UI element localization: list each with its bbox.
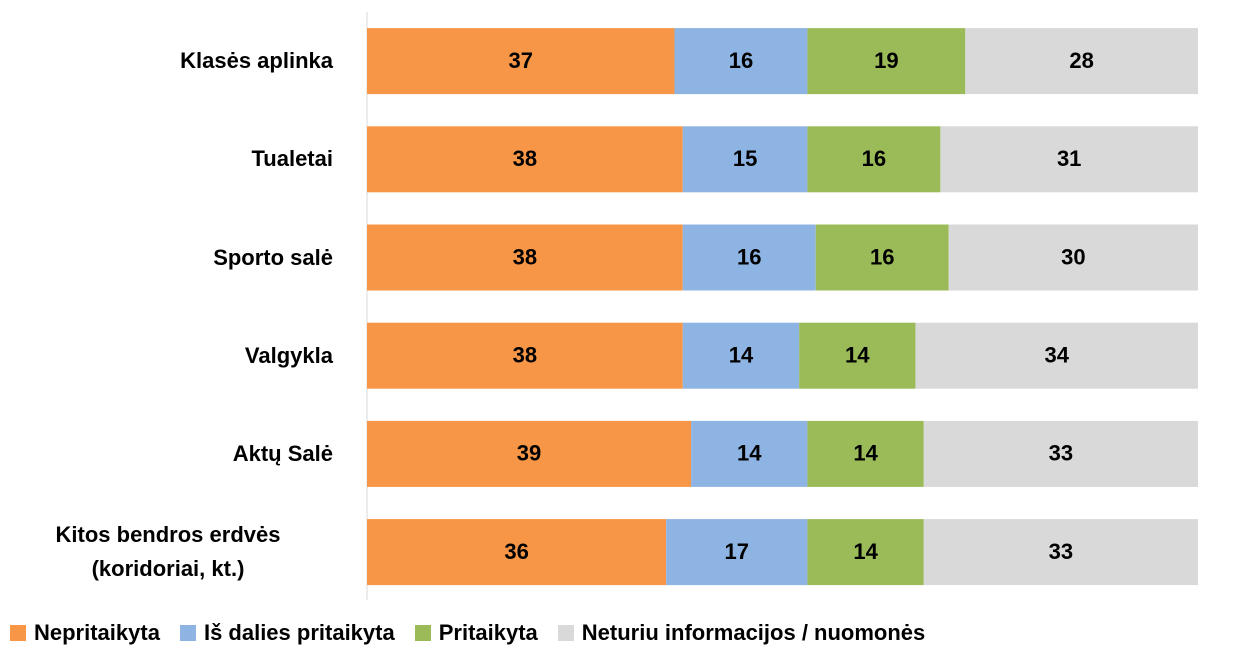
bar-segment <box>940 126 1198 193</box>
category-text: Aktų Salė <box>232 440 333 466</box>
value-label: 14 <box>853 441 878 466</box>
category-text: Sporto salė <box>213 244 333 270</box>
category-label: Tualetai <box>3 114 333 204</box>
bar-segment <box>682 126 808 193</box>
value-label: 36 <box>504 539 528 564</box>
category-text: Kitos bendros erdvės (koridoriai, kt.) <box>55 522 281 582</box>
value-label: 16 <box>870 244 894 269</box>
value-label: 14 <box>729 343 754 368</box>
value-label: 37 <box>508 48 532 73</box>
value-label: 16 <box>737 244 761 269</box>
legend-swatch <box>10 625 26 641</box>
value-label: 39 <box>517 441 541 466</box>
legend-item: Pritaikyta <box>414 620 538 646</box>
bar-segment <box>923 519 1198 586</box>
legend-swatch <box>557 625 574 641</box>
value-label: 19 <box>874 48 898 73</box>
legend-item: Nepritaikyta <box>10 620 160 646</box>
legend-label: Neturiu informacijos / nuomonės <box>581 620 926 645</box>
bar-segment <box>799 322 916 389</box>
legend: Nepritaikyta Iš dalies pritaikyta Pritaiky… <box>10 620 925 646</box>
category-text: Tualetai <box>251 146 333 172</box>
value-label: 34 <box>1044 343 1069 368</box>
legend-item: Iš dalies pritaikyta <box>179 620 395 646</box>
bar-segment <box>807 519 924 586</box>
value-label: 16 <box>862 146 886 171</box>
legend-label: Iš dalies pritaikyta <box>203 620 395 645</box>
bar-segment <box>923 420 1198 487</box>
value-label: 15 <box>733 146 757 171</box>
value-label: 31 <box>1057 146 1081 171</box>
legend-swatch <box>179 625 196 641</box>
legend-item: Neturiu informacijos / nuomonės <box>557 620 926 646</box>
value-label: 38 <box>513 146 537 171</box>
bar-segment <box>367 322 683 389</box>
category-text: Valgykla <box>244 342 333 368</box>
legend-swatch <box>414 625 431 641</box>
value-label: 14 <box>737 441 762 466</box>
value-label: 28 <box>1069 48 1093 73</box>
bar-segment <box>367 126 683 193</box>
value-label: 16 <box>729 48 753 73</box>
bar-segment <box>367 28 675 95</box>
value-label: 14 <box>853 539 878 564</box>
bar-segment <box>666 519 808 586</box>
bar-segment <box>965 28 1198 95</box>
category-label: Sporto salė <box>3 213 333 303</box>
bar-segment <box>691 420 808 487</box>
value-label: 30 <box>1061 244 1085 269</box>
bar-segment <box>367 420 692 487</box>
bar-segment <box>807 420 924 487</box>
bar-segment <box>367 519 667 586</box>
value-label: 38 <box>513 244 537 269</box>
value-label: 33 <box>1049 441 1073 466</box>
category-label: Klasės aplinka <box>3 16 333 106</box>
bar-segment <box>682 322 800 389</box>
legend-label: Pritaikyta <box>438 620 538 645</box>
bar-segment <box>815 224 949 291</box>
category-label: Kitos bendros erdvės (koridoriai, kt.) <box>3 507 333 597</box>
bar-segment <box>948 224 1198 291</box>
value-label: 33 <box>1049 539 1073 564</box>
legend-label: Nepritaikyta <box>34 620 160 645</box>
bar-segment <box>674 28 808 95</box>
category-label: Valgykla <box>3 311 333 401</box>
value-label: 38 <box>513 343 537 368</box>
category-text: Klasės aplinka <box>180 48 333 74</box>
value-label: 14 <box>845 343 870 368</box>
bar-segment <box>807 126 941 193</box>
bar-segment <box>682 224 816 291</box>
bar-segment <box>367 224 683 291</box>
value-label: 17 <box>725 539 749 564</box>
category-label: Aktų Salė <box>3 409 333 499</box>
bar-segment <box>807 28 966 95</box>
bar-segment <box>915 322 1198 389</box>
